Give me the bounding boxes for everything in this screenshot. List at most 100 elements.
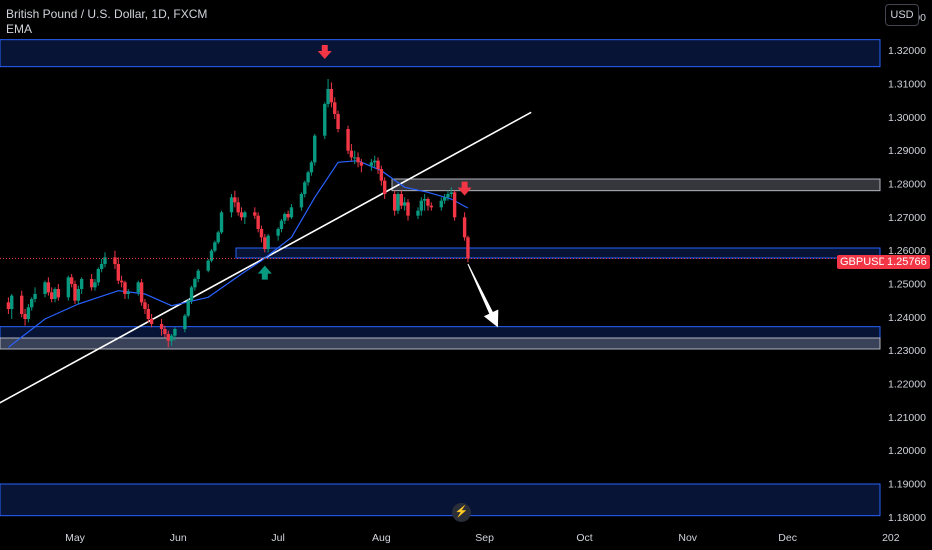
candle (149, 314, 154, 328)
candle (33, 287, 37, 303)
candle-body (392, 194, 397, 211)
candle (442, 194, 447, 204)
candle (376, 157, 380, 174)
candle (113, 250, 117, 269)
candle-body (46, 282, 51, 293)
candle-body (146, 309, 150, 319)
candle-body (159, 324, 164, 329)
candle (189, 285, 194, 304)
candle-body (426, 199, 430, 206)
candle-body (186, 300, 190, 316)
time-tick-label: 202 (882, 532, 900, 544)
candle-body (326, 89, 330, 104)
candle (173, 327, 177, 341)
candle-body (442, 197, 447, 201)
arrow-down-icon (317, 45, 332, 59)
candle (446, 190, 450, 201)
candle-body (236, 202, 240, 213)
candle-body (399, 194, 404, 206)
candle (462, 212, 467, 241)
candle-body (303, 182, 307, 194)
candle-body (253, 212, 257, 216)
price-tick-label: 1.28000 (888, 179, 926, 191)
candle-body (166, 334, 170, 341)
price-tick-label: 1.32000 (888, 45, 926, 57)
indicator-ema-label[interactable]: EMA (6, 22, 33, 36)
last-price-tag: 1.25766 (884, 255, 930, 269)
time-axis[interactable]: May Jun Jul Aug Sep Oct Nov Dec 202 (65, 532, 900, 544)
candle (336, 110, 340, 133)
candle-body (329, 89, 334, 103)
trendline-layer (0, 111, 532, 404)
candle (73, 280, 77, 304)
candle-body (193, 279, 197, 288)
lightning-icon[interactable]: ⚡ (452, 503, 471, 522)
ema-line (8, 160, 469, 348)
currency-button[interactable]: USD (885, 4, 919, 26)
symbol-title[interactable]: British Pound / U.S. Dollar, 1D, FXCM (6, 7, 208, 21)
candle (69, 274, 74, 288)
candle (333, 97, 337, 119)
candle-body (239, 212, 244, 218)
time-tick-label: Dec (778, 532, 797, 544)
candle (349, 144, 354, 161)
candle-body (136, 282, 140, 293)
candle (166, 330, 170, 348)
candle (299, 192, 304, 211)
candle (279, 219, 284, 233)
price-axis[interactable]: 1.330001.320001.310001.300001.290001.280… (888, 12, 926, 524)
candle (243, 210, 247, 224)
candle (323, 102, 327, 139)
candle (66, 275, 71, 301)
candle (76, 285, 81, 304)
candle-body (30, 299, 34, 308)
candle (373, 155, 377, 168)
candle-body (406, 202, 410, 216)
price-tick-label: 1.26000 (888, 245, 926, 257)
price-tick-label: 1.20000 (888, 445, 926, 457)
candle (183, 314, 187, 333)
zone-gray (391, 178, 881, 192)
candle-body (33, 294, 37, 299)
candle-body (66, 277, 71, 298)
zone-blue (0, 39, 881, 68)
candle-body (189, 287, 194, 301)
candle-body (96, 269, 101, 283)
time-tick-label: Jul (271, 532, 284, 544)
candle (289, 204, 294, 219)
candle (326, 79, 330, 108)
candle (233, 190, 237, 208)
candle-body (116, 264, 120, 281)
candle (213, 240, 217, 253)
candle-body (336, 114, 340, 129)
candle-body (402, 202, 407, 206)
candle (146, 304, 150, 323)
candle (276, 227, 280, 241)
candle-body (139, 282, 144, 303)
candle-body (416, 210, 420, 216)
candle-body (73, 284, 77, 301)
candle-body (369, 162, 374, 166)
candle-body (429, 205, 434, 208)
candle (136, 280, 140, 296)
candle-body (69, 277, 74, 284)
candle (53, 287, 57, 303)
candle-body (219, 212, 224, 233)
candle-body (26, 307, 31, 319)
candle (193, 277, 197, 291)
candle-body (209, 250, 214, 261)
candle-body (283, 214, 287, 221)
candle (402, 197, 407, 211)
candle (219, 210, 224, 234)
zone-blue (0, 483, 881, 517)
candle-body (263, 237, 267, 249)
candle-body (169, 335, 174, 341)
candle-body (349, 150, 354, 158)
candle-body (23, 314, 27, 319)
price-tick-label: 1.21000 (888, 412, 926, 424)
candle (143, 299, 147, 314)
candle (99, 259, 104, 273)
candle-body (333, 102, 337, 114)
